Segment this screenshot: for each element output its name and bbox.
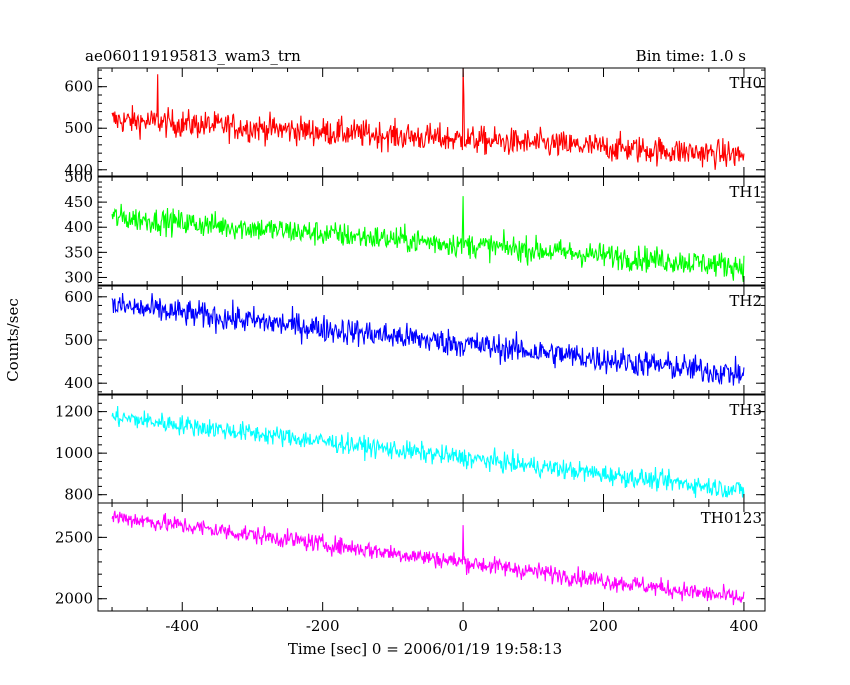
panel-label-th1: TH1 xyxy=(729,183,762,201)
panel-label-th0: TH0 xyxy=(729,74,762,92)
panel-th2: 400 500 600 TH2 xyxy=(64,285,766,395)
panel-th3: 800 1000 1200 TH3 xyxy=(55,394,766,504)
y-tick-label: 300 xyxy=(64,268,93,286)
y-tick-label: 2000 xyxy=(55,590,93,608)
x-tick-label: -400 xyxy=(165,617,199,635)
panel-th0123: 2000 2500 TH0123 xyxy=(55,502,766,612)
y-tick-label: 500 xyxy=(64,119,93,137)
y-tick-label: 350 xyxy=(64,243,93,261)
series-line-th1 xyxy=(111,196,745,282)
panel-frame xyxy=(97,502,766,612)
x-tick-label: 400 xyxy=(730,617,759,635)
y-tick-label: 400 xyxy=(64,218,93,236)
y-axis-label: Counts/sec xyxy=(4,298,22,382)
y-tick-label: 600 xyxy=(64,288,93,306)
y-tick-label: 500 xyxy=(64,331,93,349)
panel-th0: 400 500 600 TH0 xyxy=(64,67,766,179)
y-tick-label: 600 xyxy=(64,78,93,96)
observation-title: ae060119195813_wam3_trn xyxy=(85,47,301,65)
y-tick-label: 1200 xyxy=(55,403,93,421)
panel-label-th0123: TH0123 xyxy=(701,509,762,527)
panel-th1: 300 350 400 450 500 TH1 xyxy=(64,168,766,286)
series-line-th2 xyxy=(111,292,745,386)
y-tick-label: 1000 xyxy=(55,444,93,462)
panel-label-th2: TH2 xyxy=(729,292,762,310)
panel-frame xyxy=(97,67,766,177)
y-tick-label: 2500 xyxy=(55,528,93,546)
y-tick-label: 500 xyxy=(64,168,93,186)
x-tick-label: -200 xyxy=(306,617,340,635)
y-tick-label: 400 xyxy=(64,374,93,392)
panel-frame xyxy=(97,394,766,504)
x-axis-label: Time [sec] 0 = 2006/01/19 19:58:13 xyxy=(288,640,562,658)
bin-time-label: Bin time: 1.0 s xyxy=(636,47,746,65)
y-tick-label: 400 xyxy=(64,161,93,179)
y-tick-label: 450 xyxy=(64,193,93,211)
panel-frame xyxy=(97,176,766,286)
panel-label-th3: TH3 xyxy=(729,401,762,419)
series-line-th0123 xyxy=(111,510,745,606)
x-tick-label: 0 xyxy=(458,617,468,635)
series-line-th3 xyxy=(111,406,745,498)
x-tick-label: 200 xyxy=(589,617,618,635)
y-tick-label: 800 xyxy=(64,486,93,504)
series-line-th0 xyxy=(111,68,745,170)
